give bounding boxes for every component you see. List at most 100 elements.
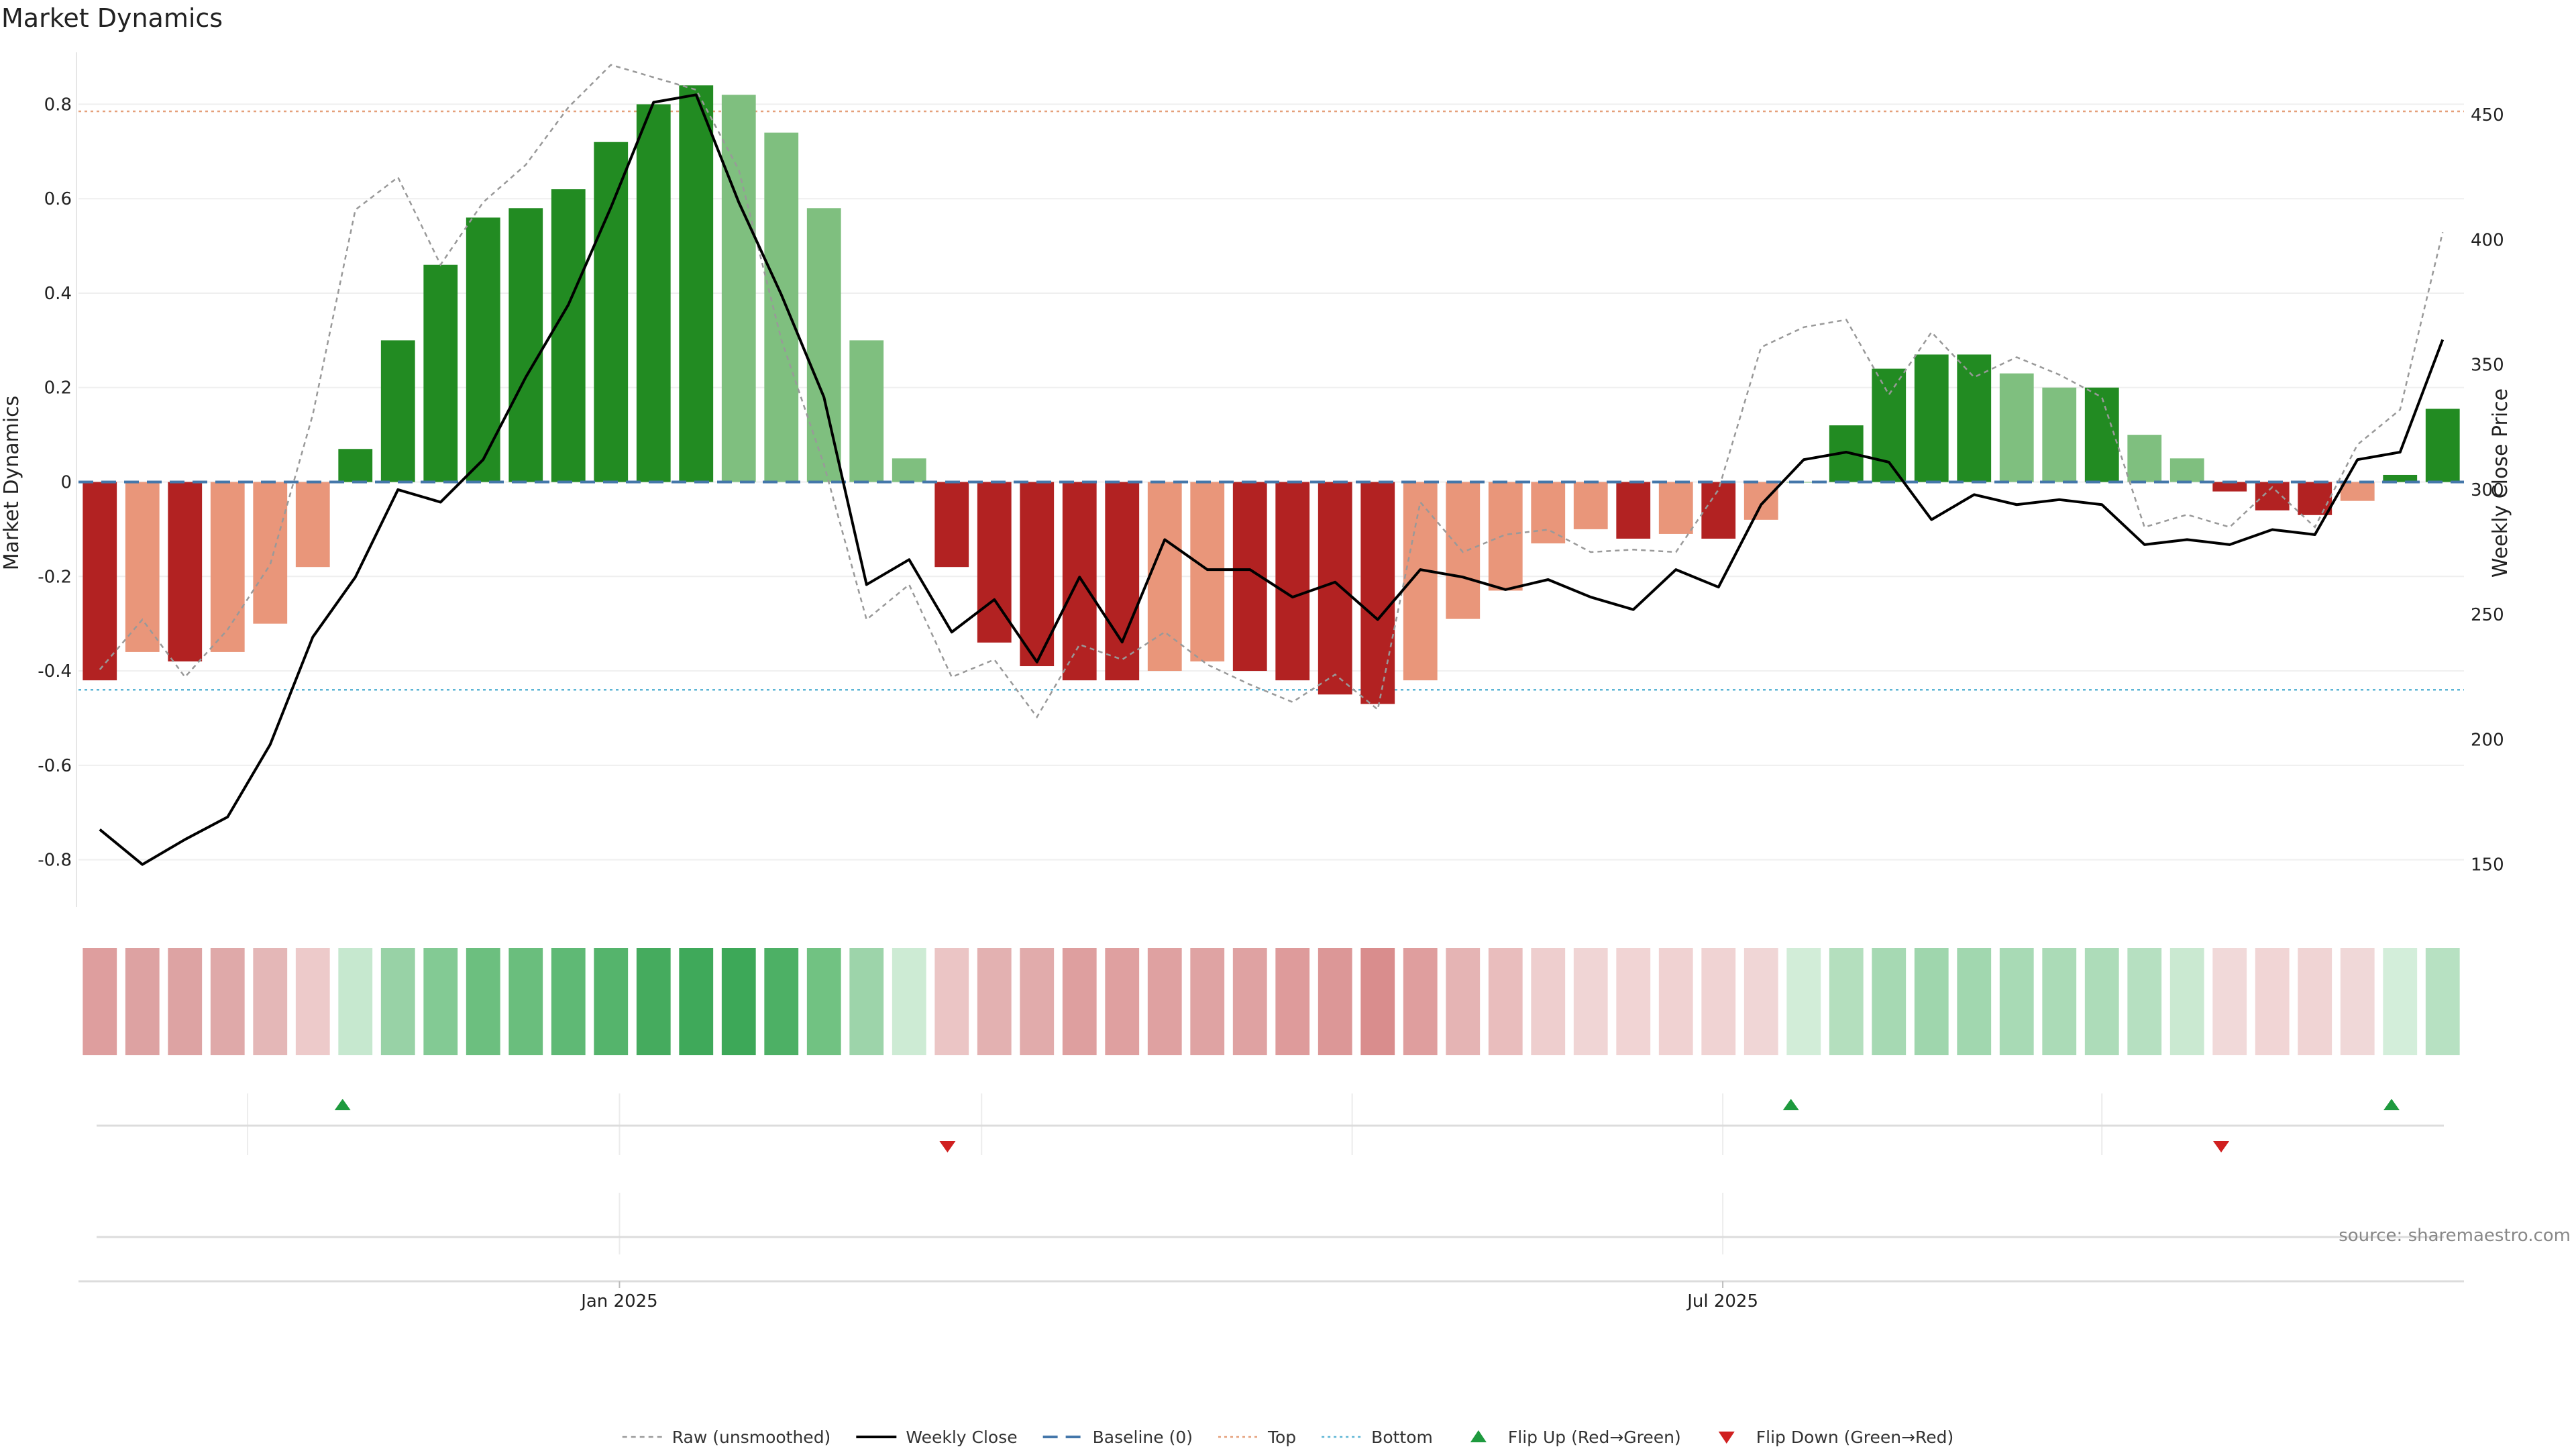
legend-label: Top [1267, 1428, 1296, 1447]
heat-cell [253, 948, 288, 1055]
heat-cell [977, 948, 1012, 1055]
heat-cell [1360, 948, 1395, 1055]
heat-cell [1999, 948, 2034, 1055]
right-axis-ticks: 450 400 350 300 250 200 150 [2471, 105, 2504, 875]
heat-cell [83, 948, 117, 1055]
heat-cell [1957, 948, 1992, 1055]
heat-cell [1105, 948, 1140, 1055]
heat-cell [934, 948, 969, 1055]
chart-title: Market Dynamics [1, 3, 223, 33]
right-tick-label: 250 [2471, 605, 2504, 625]
heat-cell [1232, 948, 1267, 1055]
heat-cell [2383, 948, 2418, 1055]
heat-cell [295, 948, 330, 1055]
bar [1573, 482, 1608, 529]
heat-cell [1786, 948, 1821, 1055]
left-tick-label: 0.8 [44, 95, 72, 115]
heat-cell [1658, 948, 1693, 1055]
legend-swatch [1718, 1432, 1735, 1444]
heat-cell [1616, 948, 1651, 1055]
flip-panel [97, 1093, 2444, 1155]
x-tick-label: Jan 2025 [580, 1291, 658, 1311]
bar [2127, 435, 2162, 482]
left-tick-label: 0.4 [44, 284, 72, 304]
bar [338, 449, 373, 482]
heat-cell [2212, 948, 2247, 1055]
bar [806, 208, 841, 482]
bar [636, 104, 671, 482]
bar [508, 208, 543, 482]
left-tick-label: 0.2 [44, 378, 72, 398]
bar [125, 482, 160, 652]
bar [1275, 482, 1310, 681]
heat-cell [764, 948, 799, 1055]
heat-cell [2042, 948, 2077, 1055]
legend-label: Weekly Close [906, 1428, 1017, 1447]
heat-cell [679, 948, 714, 1055]
bar [1403, 482, 1438, 681]
bar [1318, 482, 1352, 695]
legend-item-baseline: Baseline (0) [1042, 1428, 1193, 1447]
bar [1360, 482, 1395, 704]
legend: Raw (unsmoothed) Weekly Close Baseline (0)… [622, 1428, 1954, 1447]
heat-strip [83, 948, 2460, 1055]
bars [83, 85, 2460, 704]
heat-cell [2298, 948, 2332, 1055]
heat-cell [551, 948, 586, 1055]
heat-cell [1147, 948, 1182, 1055]
right-tick-label: 300 [2471, 480, 2504, 500]
x-tick-label: Jul 2025 [1686, 1291, 1758, 1311]
heat-cell [1701, 948, 1736, 1055]
right-tick-label: 450 [2471, 105, 2504, 125]
bar [679, 85, 714, 482]
flip-down-marker [939, 1141, 956, 1152]
bar [2169, 458, 2204, 482]
heat-cell [892, 948, 926, 1055]
weekly-close-line [99, 93, 2445, 866]
legend-item-bottom: Bottom [1322, 1428, 1433, 1447]
legend-item-raw: Raw (unsmoothed) [622, 1428, 831, 1447]
left-tick-label: -0.6 [38, 756, 72, 776]
heat-cell [2169, 948, 2204, 1055]
x-axis: Jan 2025 Jul 2025 [78, 1280, 2464, 1311]
legend-label: Flip Up (Red→Green) [1508, 1428, 1681, 1447]
bar [1957, 354, 1992, 482]
bar [934, 482, 969, 568]
bar [1020, 482, 1055, 667]
heat-cell [806, 948, 841, 1055]
heat-cell [168, 948, 203, 1055]
bar [83, 482, 117, 681]
source-note: source: sharemaestro.com [2339, 1226, 2571, 1246]
legend-swatch [1470, 1430, 1487, 1442]
flip-up-marker [2383, 1099, 2400, 1110]
bar [1658, 482, 1693, 534]
bar [2425, 409, 2460, 482]
bar [721, 95, 756, 482]
heat-cell [1275, 948, 1310, 1055]
left-tick-label: -0.8 [38, 851, 72, 871]
bar [1531, 482, 1566, 544]
y-axis-label-left: Market Dynamics [0, 396, 23, 571]
left-tick-label: 0 [60, 473, 72, 493]
legend-item-close: Weekly Close [856, 1428, 1018, 1447]
heat-cell [210, 948, 245, 1055]
heat-cell [849, 948, 884, 1055]
heat-cell [423, 948, 458, 1055]
heat-cell [125, 948, 160, 1055]
bar [2298, 482, 2332, 515]
heat-cell [2084, 948, 2119, 1055]
flip-up-marker [1782, 1099, 1799, 1110]
legend-label: Flip Down (Green→Red) [1756, 1428, 1954, 1447]
right-tick-label: 150 [2471, 855, 2504, 875]
heat-cell [2425, 948, 2460, 1055]
right-tick-label: 200 [2471, 730, 2504, 750]
heat-cell [1062, 948, 1097, 1055]
left-tick-label: -0.4 [38, 661, 72, 682]
legend-item-flip-up: Flip Up (Red→Green) [1470, 1428, 1681, 1447]
legend-label: Raw (unsmoothed) [672, 1428, 831, 1447]
bar [168, 482, 203, 661]
right-tick-label: 350 [2471, 356, 2504, 376]
bar [1147, 482, 1182, 672]
heat-cell [721, 948, 756, 1055]
